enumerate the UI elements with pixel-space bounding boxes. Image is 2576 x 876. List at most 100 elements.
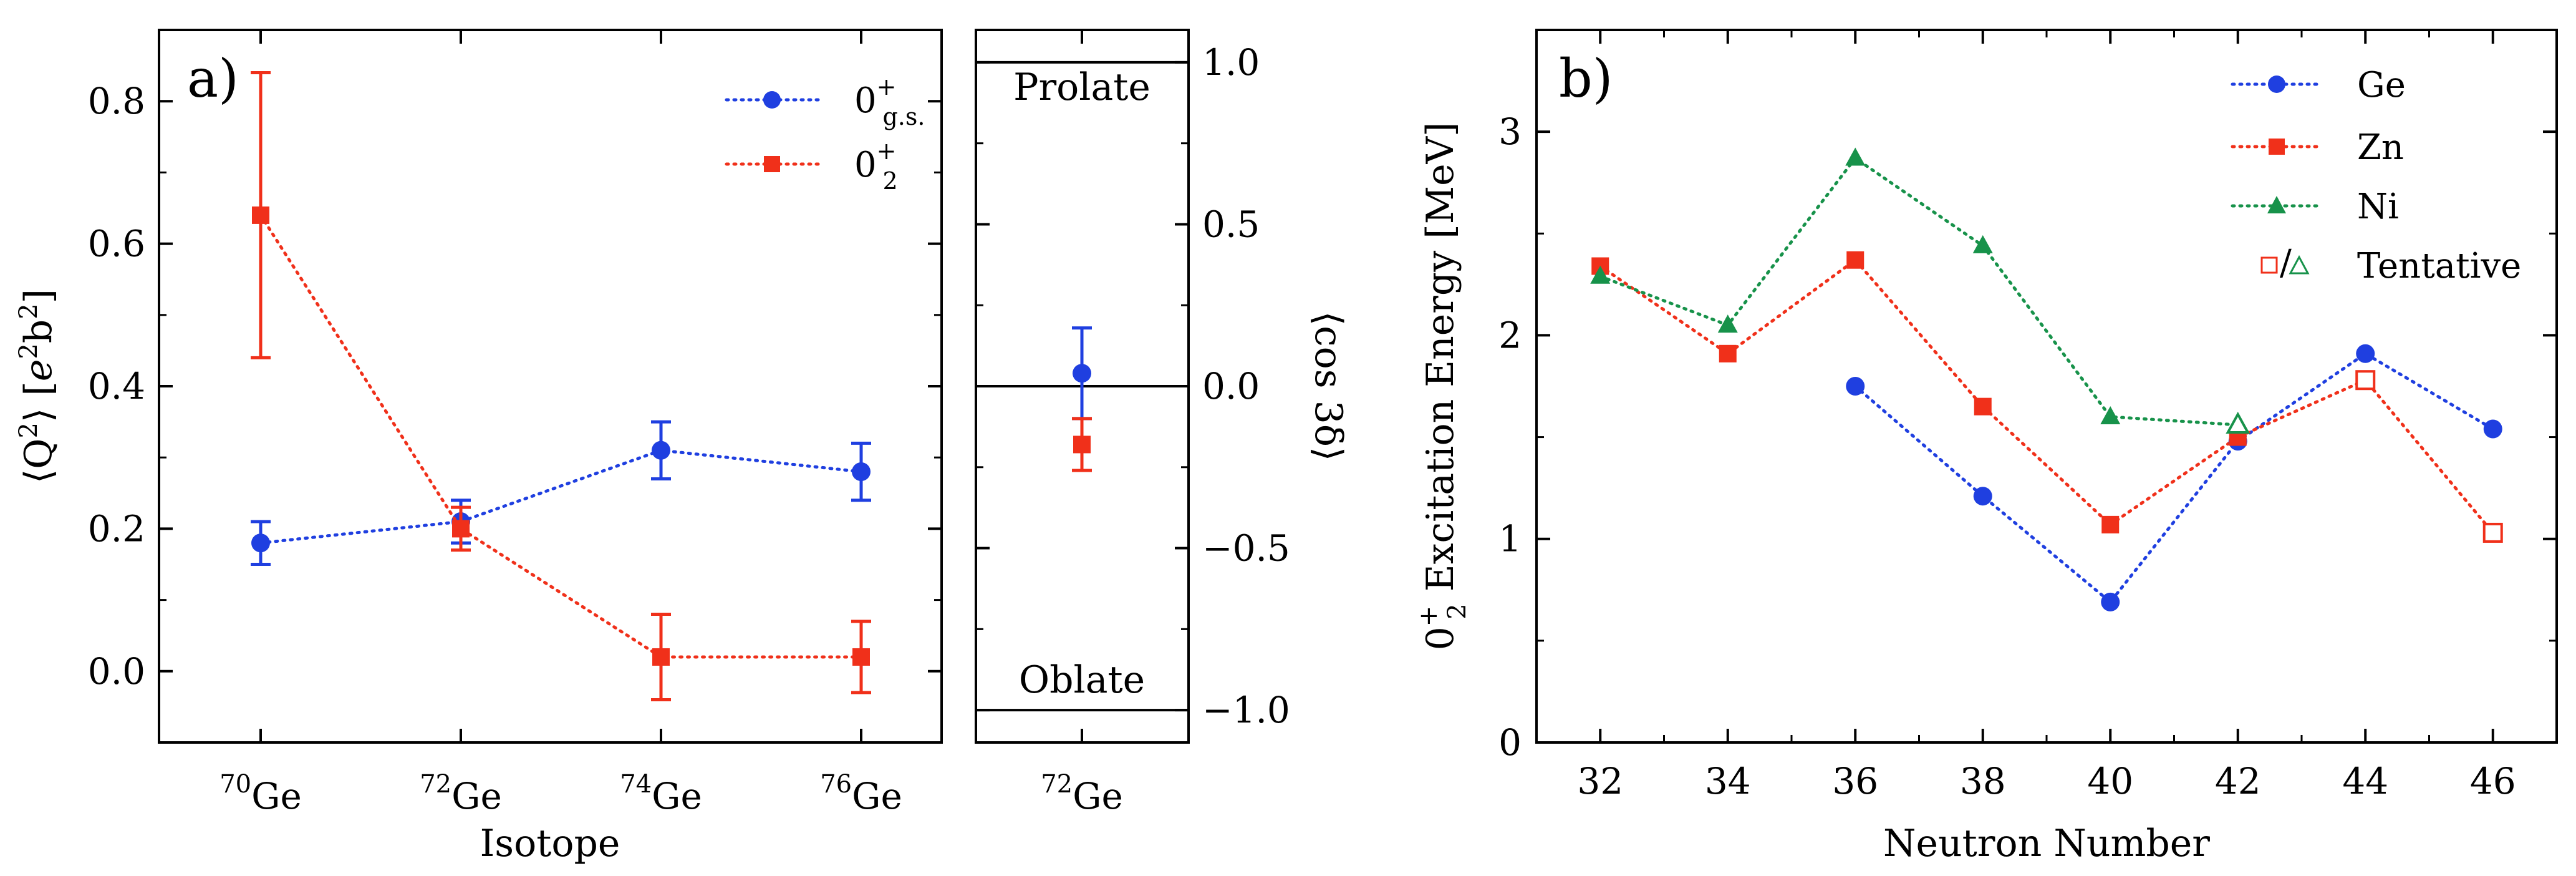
panel-b-data-point-ge	[1973, 487, 1992, 506]
legend-entry-gs: 0+ g.s.	[725, 73, 925, 130]
panel-b-series-line-ge	[1853, 351, 2495, 605]
panel-b-legend: Ge Zn Ni / Tentative	[2231, 65, 2521, 286]
panel-b-data-point-ni	[2100, 406, 2121, 424]
lg-gs-sup: +	[877, 73, 897, 100]
panel-a-data-point	[251, 533, 270, 553]
panel-b-x-tick-label: 46	[2470, 760, 2516, 802]
panel-a-label: a)	[187, 48, 239, 109]
panel-shape-y-tick-label: −0.5	[1202, 527, 1290, 570]
panel-a-y-tick-label: 0.6	[88, 223, 145, 265]
panel-a-x-tick-mass: 74	[620, 770, 652, 799]
panel-b-data-point-zn	[1846, 251, 1864, 269]
panel-a-x-axis-label: Isotope	[480, 822, 620, 865]
panel-b-data-point-ni	[1590, 265, 1611, 284]
panel-a-data-point	[852, 648, 870, 666]
yb-sup: +	[1414, 606, 1443, 627]
ya-b: b	[17, 319, 60, 343]
panel-b-series-line-zn	[1598, 258, 2495, 535]
panel-a-y-tick-label: 0.2	[88, 507, 145, 550]
panel-shape-x-tick-label: 72Ge	[1041, 770, 1123, 817]
panel-a-data-point	[452, 520, 470, 538]
panel-a-x-tick-labels: 70Ge 72Ge 74Ge 76Ge	[219, 770, 902, 817]
panel-a-y-tick-labels: 0.0 0.2 0.4 0.6 0.8	[88, 80, 145, 693]
legend-entry-tentative: / Tentative	[2260, 243, 2521, 286]
legend-marker-zn	[2269, 139, 2285, 155]
panel-a-data-point	[852, 462, 871, 482]
panel-a-ticks	[159, 29, 942, 744]
legend-marker-tentative-square	[2260, 256, 2278, 274]
panel-b-y-tick-label: 2	[1498, 314, 1522, 356]
panel-b-data-point-ni	[1717, 314, 1738, 333]
legend-label-tentative: Tentative	[2357, 246, 2521, 286]
panel-a-series-line	[259, 449, 863, 545]
ya-s3: 2	[14, 303, 43, 319]
oblate-label: Oblate	[1019, 658, 1145, 702]
legend-marker-ni	[2267, 196, 2286, 213]
panel-a-x-tick-label: 72Ge	[420, 770, 502, 817]
panel-a-legend: 0+ g.s. 0 + 2	[725, 73, 925, 195]
legend-marker-gs	[763, 91, 781, 109]
ya-p1: ⟨Q	[17, 439, 60, 484]
panel-b-data-point-ge	[2356, 344, 2375, 363]
panel-b-data-point-zn	[1974, 397, 1992, 416]
panel-b-x-tick-label: 40	[2087, 760, 2133, 802]
ya-e: e	[17, 359, 60, 382]
panel-a-x-tick-element: Ge	[852, 775, 902, 817]
panel-a-x-tick-element: Ge	[451, 775, 502, 817]
panel-b-label: b)	[1559, 48, 1613, 109]
panel-a-x-tick-label: 74Ge	[620, 770, 702, 817]
ya-s1: 2	[14, 422, 43, 438]
panel-b-y-tick-labels: 0 1 2 3	[1498, 110, 1522, 764]
panel-shape-y-tick-labels: −1.0 −0.5 0.0 0.5 1.0	[1202, 41, 1290, 731]
panel-a-series-line	[259, 213, 863, 659]
legend-label-gs: 0+ g.s.	[854, 73, 925, 130]
panel-shape-series	[976, 61, 1189, 712]
shape-x-el: Ge	[1073, 775, 1123, 817]
panel-b-x-tick-label: 34	[1705, 760, 1751, 802]
panel-a-data-point	[252, 206, 269, 224]
panel-b-frame	[1535, 29, 2558, 744]
panel-a: a) 0.00.20.40.60.8 70Ge 72Ge 74Ge 76Ge Isot…	[14, 29, 943, 865]
legend-entry-ni: Ni	[2231, 187, 2399, 227]
panel-shape-y-tick-label: 0.0	[1202, 365, 1260, 407]
panel-a-series	[251, 71, 871, 701]
panel-a-y-tick-label: 0.0	[88, 650, 145, 693]
shape-x-mass: 72	[1041, 770, 1073, 799]
panel-shape-y-tick-label: 0.5	[1202, 203, 1260, 245]
panel-a-data-point	[652, 440, 670, 460]
panel-b-x-tick-label: 44	[2342, 760, 2388, 802]
panel-shape-y-tick-label: −1.0	[1202, 689, 1290, 731]
yb-rest: Excitation Energy [MeV]	[1419, 122, 1462, 604]
legend-marker-02	[764, 156, 780, 172]
panel-a-x-tick-element: Ge	[251, 775, 302, 817]
lg-02-base: 0	[854, 145, 877, 185]
panel-b-data-point-ge	[2483, 419, 2502, 439]
panel-b-data-point-ge	[2101, 592, 2120, 611]
legend-marker-ge	[2268, 75, 2285, 93]
panel-a-y-axis-label: ⟨Q2⟩ [e2b2]	[14, 289, 60, 484]
panel-b-x-tick-label: 42	[2215, 760, 2261, 802]
ya-end: ]	[17, 289, 60, 303]
legend-label-ni: Ni	[2357, 187, 2399, 227]
panel-a-y-tick-label: 0.4	[88, 365, 145, 407]
panel-b-series-line-ni	[1598, 156, 2240, 427]
panel-b-y-axis-label: 0+2 Excitation Energy [MeV]	[1414, 122, 1472, 651]
panel-b-x-tick-label: 32	[1577, 760, 1623, 802]
panel-b-x-tick-label: 36	[1832, 760, 1878, 802]
panel-a-x-tick-mass: 76	[820, 770, 852, 799]
panel-b-data-point-zn	[2355, 370, 2376, 391]
panel-b-data-point-zn	[2101, 515, 2120, 533]
panel-a-data-point	[652, 648, 670, 666]
legend-label-zn: Zn	[2357, 127, 2404, 168]
panel-a-x-tick-element: Ge	[652, 775, 702, 817]
ya-s2: 2	[14, 343, 43, 359]
legend-marker-tentative-triangle	[2289, 255, 2310, 275]
panel-b-x-tick-labels: 32 34 36 38 40 42 44 46	[1577, 760, 2516, 802]
panel-b-data-point-ni	[2226, 411, 2250, 434]
panel-a-x-tick-mass: 70	[219, 770, 251, 799]
panel-b-y-tick-label: 0	[1498, 721, 1522, 764]
panel-b-data-point-ni	[1972, 235, 1993, 253]
panel-a-x-tick-mass: 72	[420, 770, 451, 799]
lg-02-sub: 2	[882, 167, 897, 195]
